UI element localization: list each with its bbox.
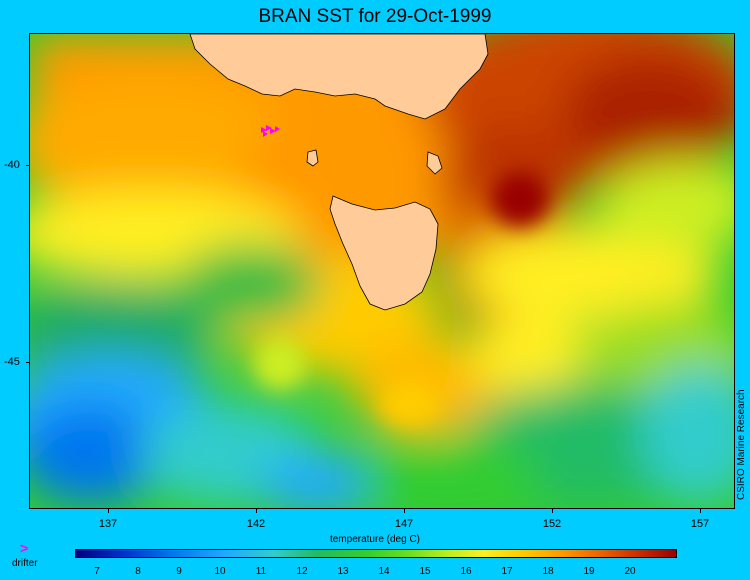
x-tick-label: 157 [690,518,710,530]
x-tick-mark [552,508,553,513]
colorbar-tick: 13 [337,566,349,577]
mainland-australia [189,34,489,120]
tasmania [329,195,439,311]
y-tick-label: -40 [4,159,20,171]
colorbar-title: temperature (deg C) [329,534,421,545]
king-island [306,149,319,167]
temperature-colorbar [75,549,677,558]
colorbar-tick: 19 [583,566,595,577]
x-tick-mark [256,508,257,513]
colorbar-tick: 15 [419,566,431,577]
credit-text: CSIRO Marine Research [736,389,747,500]
y-tick-mark [26,362,30,363]
y-tick-mark [26,165,30,166]
sst-map [29,33,735,509]
drifter-legend-icon: > [20,540,29,556]
colorbar-tick: 10 [214,566,226,577]
colorbar-tick: 17 [501,566,513,577]
colorbar-tick: 11 [255,566,267,577]
drifter-track [261,125,280,137]
flinders-island [426,151,443,175]
colorbar-tick: 20 [624,566,636,577]
colorbar-tick: 12 [296,566,308,577]
colorbar-tick: 16 [460,566,472,577]
eddy-features [255,171,550,426]
x-tick-mark [108,508,109,513]
drifter-legend-label: drifter [12,558,38,569]
colorbar-tick: 9 [176,566,182,577]
colorbar-tick: 8 [135,566,141,577]
x-tick-label: 147 [394,518,414,530]
map-title: BRAN SST for 29-Oct-1999 [258,6,492,27]
x-tick-mark [700,508,701,513]
x-tick-label: 152 [542,518,562,530]
x-tick-label: 137 [98,518,118,530]
colorbar-tick: 7 [94,566,100,577]
colorbar-tick: 14 [378,566,390,577]
x-tick-mark [404,508,405,513]
sst-map-canvas [30,34,734,508]
y-tick-label: -45 [4,356,20,368]
colorbar-tick: 18 [542,566,554,577]
x-tick-label: 142 [246,518,266,530]
